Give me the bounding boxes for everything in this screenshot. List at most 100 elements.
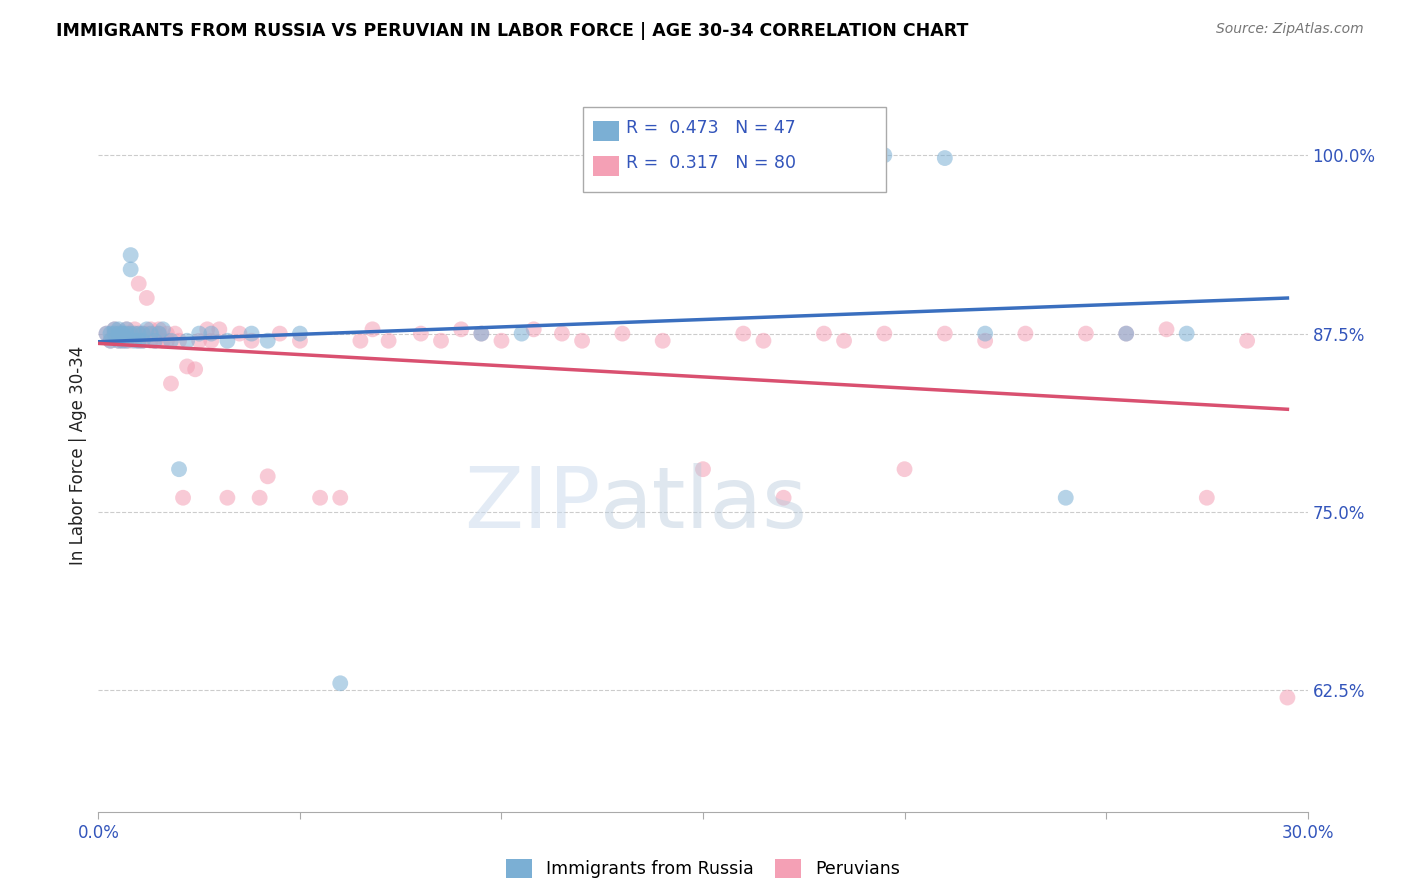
Point — [96, 326, 118, 341]
Point — [107, 322, 129, 336]
Point — [135, 322, 157, 336]
Point — [249, 491, 271, 505]
Point — [111, 334, 134, 348]
Point — [132, 334, 155, 348]
Point — [100, 326, 122, 341]
Point — [160, 376, 183, 391]
Point — [152, 322, 174, 336]
Point — [873, 148, 896, 162]
Point — [1054, 491, 1077, 505]
Point — [100, 334, 122, 348]
Point — [256, 334, 278, 348]
Point — [974, 326, 997, 341]
Point — [772, 148, 794, 162]
Point — [152, 334, 174, 348]
Point — [240, 334, 263, 348]
Point — [139, 334, 162, 348]
Point — [120, 326, 142, 341]
Point — [115, 334, 138, 348]
Point — [148, 322, 170, 336]
Point — [120, 334, 142, 348]
Point — [107, 326, 129, 341]
Point — [1014, 326, 1036, 341]
Point — [115, 334, 138, 348]
Point — [934, 151, 956, 165]
Point — [893, 462, 915, 476]
Point — [832, 334, 855, 348]
Point — [523, 322, 546, 336]
Point — [349, 334, 371, 348]
Point — [510, 326, 533, 341]
Point — [491, 334, 513, 348]
Point — [1156, 322, 1178, 336]
Point — [124, 322, 146, 336]
Point — [111, 326, 134, 341]
Point — [107, 326, 129, 341]
Point — [103, 326, 125, 341]
Point — [135, 291, 157, 305]
Point — [160, 334, 183, 348]
Point — [120, 262, 142, 277]
Point — [692, 462, 714, 476]
Point — [120, 248, 142, 262]
Text: atlas: atlas — [600, 463, 808, 547]
Point — [128, 326, 150, 341]
Point — [132, 326, 155, 341]
Text: R =  0.473   N = 47: R = 0.473 N = 47 — [626, 119, 796, 136]
Point — [128, 277, 150, 291]
Point — [132, 326, 155, 341]
Point — [167, 462, 190, 476]
Point — [329, 491, 352, 505]
Text: IMMIGRANTS FROM RUSSIA VS PERUVIAN IN LABOR FORCE | AGE 30-34 CORRELATION CHART: IMMIGRANTS FROM RUSSIA VS PERUVIAN IN LA… — [56, 22, 969, 40]
Point — [156, 326, 179, 341]
Point — [974, 334, 997, 348]
Point — [208, 322, 231, 336]
Point — [148, 326, 170, 341]
Point — [309, 491, 332, 505]
Text: ZIP: ZIP — [464, 463, 600, 547]
Point — [96, 326, 118, 341]
Point — [873, 326, 896, 341]
Point — [269, 326, 291, 341]
Y-axis label: In Labor Force | Age 30-34: In Labor Force | Age 30-34 — [69, 345, 87, 565]
Point — [143, 326, 166, 341]
Point — [430, 334, 453, 348]
Point — [148, 326, 170, 341]
Point — [139, 322, 162, 336]
Text: Source: ZipAtlas.com: Source: ZipAtlas.com — [1216, 22, 1364, 37]
Point — [124, 334, 146, 348]
Point — [1175, 326, 1198, 341]
Point — [217, 334, 239, 348]
Point — [1074, 326, 1097, 341]
Point — [111, 334, 134, 348]
Point — [163, 326, 186, 341]
Point — [120, 326, 142, 341]
Point — [132, 334, 155, 348]
Legend: Immigrants from Russia, Peruvians: Immigrants from Russia, Peruvians — [499, 852, 907, 885]
Point — [107, 334, 129, 348]
Point — [135, 326, 157, 341]
Point — [228, 326, 250, 341]
Point — [409, 326, 432, 341]
Point — [107, 334, 129, 348]
Point — [143, 334, 166, 348]
Point — [103, 322, 125, 336]
Point — [115, 322, 138, 336]
Point — [377, 334, 399, 348]
Point — [176, 334, 198, 348]
Point — [111, 326, 134, 341]
Point — [167, 334, 190, 348]
Point — [128, 334, 150, 348]
Point — [188, 334, 211, 348]
Point — [934, 326, 956, 341]
Point — [184, 362, 207, 376]
Point — [1277, 690, 1299, 705]
Point — [651, 334, 673, 348]
Point — [772, 491, 794, 505]
Point — [288, 334, 311, 348]
Point — [329, 676, 352, 690]
Point — [128, 334, 150, 348]
Point — [733, 326, 755, 341]
Point — [115, 322, 138, 336]
Point — [752, 334, 775, 348]
